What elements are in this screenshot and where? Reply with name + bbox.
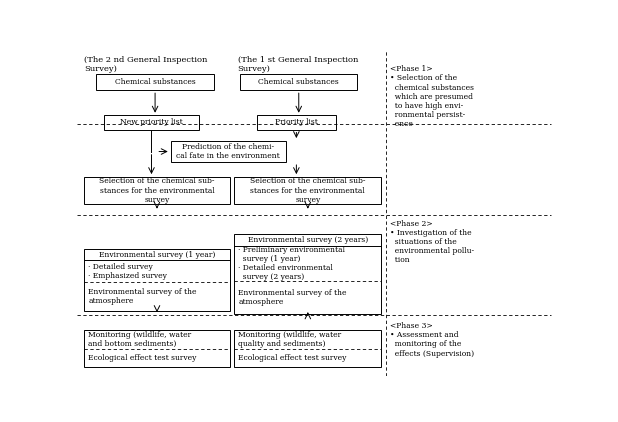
Bar: [234, 234, 381, 314]
Text: · Preliminary environmental
  survey (1 year)
· Detailed environmental
  survey : · Preliminary environmental survey (1 ye…: [238, 246, 345, 281]
Bar: [104, 115, 200, 130]
Text: Monitoring (wildlife, water
and bottom sediments): Monitoring (wildlife, water and bottom s…: [88, 331, 192, 348]
Text: <Phase 1>
• Selection of the
  chemical substances
  which are presumed
  to hav: <Phase 1> • Selection of the chemical su…: [389, 65, 473, 128]
Text: Selection of the chemical sub-
stances for the environmental
survey: Selection of the chemical sub- stances f…: [99, 177, 214, 204]
Text: Environmental survey of the
atmosphere: Environmental survey of the atmosphere: [238, 289, 347, 306]
Bar: [171, 141, 286, 162]
Bar: [234, 330, 381, 368]
Text: <Phase 3>
• Assessment and
  monitoring of the
  effects (Supervision): <Phase 3> • Assessment and monitoring of…: [389, 322, 473, 357]
Text: Chemical substances: Chemical substances: [258, 78, 339, 86]
Text: Environmental survey (1 year): Environmental survey (1 year): [99, 251, 215, 259]
Bar: [85, 330, 229, 368]
Text: Ecological effect test survey: Ecological effect test survey: [238, 354, 347, 362]
Bar: [85, 249, 229, 311]
Text: (The 1 st General Inspection
Survey): (The 1 st General Inspection Survey): [238, 56, 358, 73]
Text: Environmental survey of the
atmosphere: Environmental survey of the atmosphere: [88, 288, 197, 305]
Text: New priority list: New priority list: [120, 119, 183, 127]
Text: Monitoring (wildlife, water
quality and sediments): Monitoring (wildlife, water quality and …: [238, 331, 341, 348]
Text: Chemical substances: Chemical substances: [115, 78, 195, 86]
Text: Prediction of the chemi-
cal fate in the environment: Prediction of the chemi- cal fate in the…: [176, 143, 280, 160]
Text: <Phase 2>
• Investigation of the
  situations of the
  environmental pollu-
  ti: <Phase 2> • Investigation of the situati…: [389, 219, 473, 265]
Bar: [234, 177, 381, 204]
Bar: [85, 177, 229, 204]
Text: Environmental survey (2 years): Environmental survey (2 years): [248, 236, 368, 244]
Text: Priority list: Priority list: [275, 119, 318, 127]
Text: · Detailed survey
· Emphasized survey: · Detailed survey · Emphasized survey: [88, 262, 167, 280]
Text: Selection of the chemical sub-
stances for the environmental
survey: Selection of the chemical sub- stances f…: [250, 177, 366, 204]
Bar: [240, 74, 357, 90]
Bar: [257, 115, 336, 130]
Text: (The 2 nd General Inspection
Survey): (The 2 nd General Inspection Survey): [85, 56, 208, 73]
Text: Ecological effect test survey: Ecological effect test survey: [88, 354, 197, 362]
Bar: [96, 74, 214, 90]
